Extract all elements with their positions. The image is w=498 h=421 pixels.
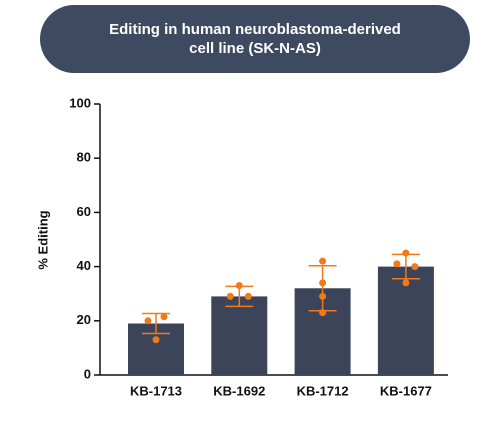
chart-title: Editing in human neuroblastoma-derived c… xyxy=(109,21,401,57)
data-point xyxy=(402,279,410,287)
data-point xyxy=(319,309,327,317)
y-tick-label: 100 xyxy=(69,95,91,110)
y-tick-label: 20 xyxy=(77,312,91,327)
y-tick-label: 0 xyxy=(84,366,91,381)
data-point xyxy=(319,279,327,287)
x-tick-label: KB-1713 xyxy=(130,383,182,398)
data-point xyxy=(226,292,234,300)
y-tick-label: 60 xyxy=(77,204,91,219)
data-point xyxy=(393,260,401,268)
data-point xyxy=(235,282,243,290)
data-point xyxy=(319,292,327,300)
y-tick-label: 80 xyxy=(77,150,91,165)
x-tick-label: KB-1712 xyxy=(297,383,349,398)
data-point xyxy=(319,257,327,265)
x-tick-label: KB-1692 xyxy=(213,383,265,398)
data-point xyxy=(411,263,419,271)
data-point xyxy=(244,292,252,300)
title-banner: Editing in human neuroblastoma-derived c… xyxy=(40,5,470,73)
x-tick-label: KB-1677 xyxy=(380,383,432,398)
y-tick-label: 40 xyxy=(77,258,91,273)
data-point xyxy=(160,313,168,321)
data-point xyxy=(144,317,152,325)
data-point xyxy=(152,336,160,344)
bar xyxy=(211,296,268,375)
y-axis-label: % Editing xyxy=(35,210,50,269)
data-point xyxy=(402,249,410,257)
